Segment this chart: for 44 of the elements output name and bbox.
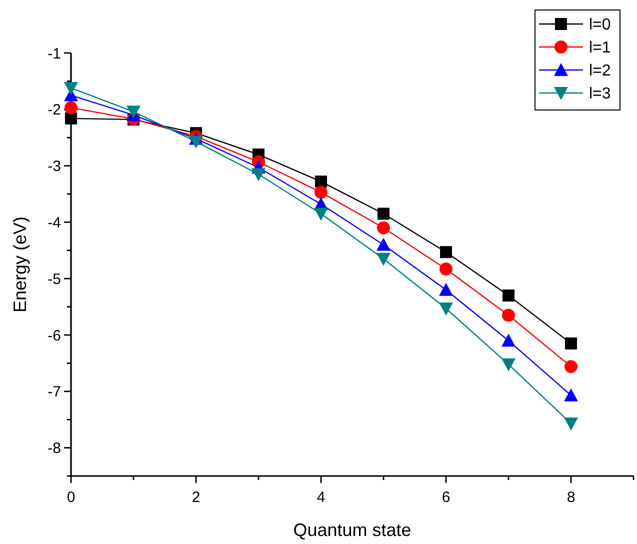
point — [378, 208, 390, 220]
x-tick-label: 8 — [566, 489, 576, 506]
y-tick-label: -2 — [48, 102, 61, 119]
point — [64, 101, 78, 114]
y-tick-label: -3 — [48, 158, 61, 176]
legend-label: l=2 — [589, 62, 611, 80]
legend-label: l=1 — [589, 40, 611, 57]
point — [564, 360, 578, 374]
y-tick-label: -5 — [48, 270, 61, 288]
point — [439, 282, 453, 296]
point — [376, 238, 390, 251]
y-tick-label: -7 — [48, 384, 61, 401]
point — [502, 308, 515, 322]
legend-label: l=0 — [589, 16, 611, 34]
point — [439, 302, 453, 316]
y-tick-label: -4 — [48, 214, 61, 232]
point — [502, 334, 516, 347]
point — [315, 176, 327, 188]
point — [440, 262, 452, 276]
y-tick-label: -6 — [48, 327, 61, 344]
point — [126, 106, 140, 119]
point — [64, 82, 78, 95]
point — [440, 246, 452, 258]
point — [189, 136, 203, 149]
point — [502, 358, 516, 372]
point — [314, 186, 328, 199]
point — [376, 252, 390, 266]
point — [502, 290, 514, 302]
y-tick-label: -8 — [48, 440, 61, 458]
y-tick-label: -1 — [48, 45, 61, 62]
x-axis-title: Quantum state — [293, 520, 412, 540]
point — [377, 221, 390, 234]
x-tick-label: 6 — [442, 489, 450, 506]
legend-label: l=3 — [589, 86, 611, 103]
y-axis-title: Energy (eV) — [10, 216, 30, 313]
x-tick-label: 4 — [316, 489, 326, 506]
point — [564, 388, 578, 402]
point — [65, 112, 77, 124]
x-tick-label: 2 — [192, 489, 200, 506]
x-tick-label: 0 — [66, 489, 76, 506]
point — [252, 168, 266, 182]
point — [314, 208, 328, 221]
point — [564, 418, 578, 431]
point — [565, 337, 577, 350]
